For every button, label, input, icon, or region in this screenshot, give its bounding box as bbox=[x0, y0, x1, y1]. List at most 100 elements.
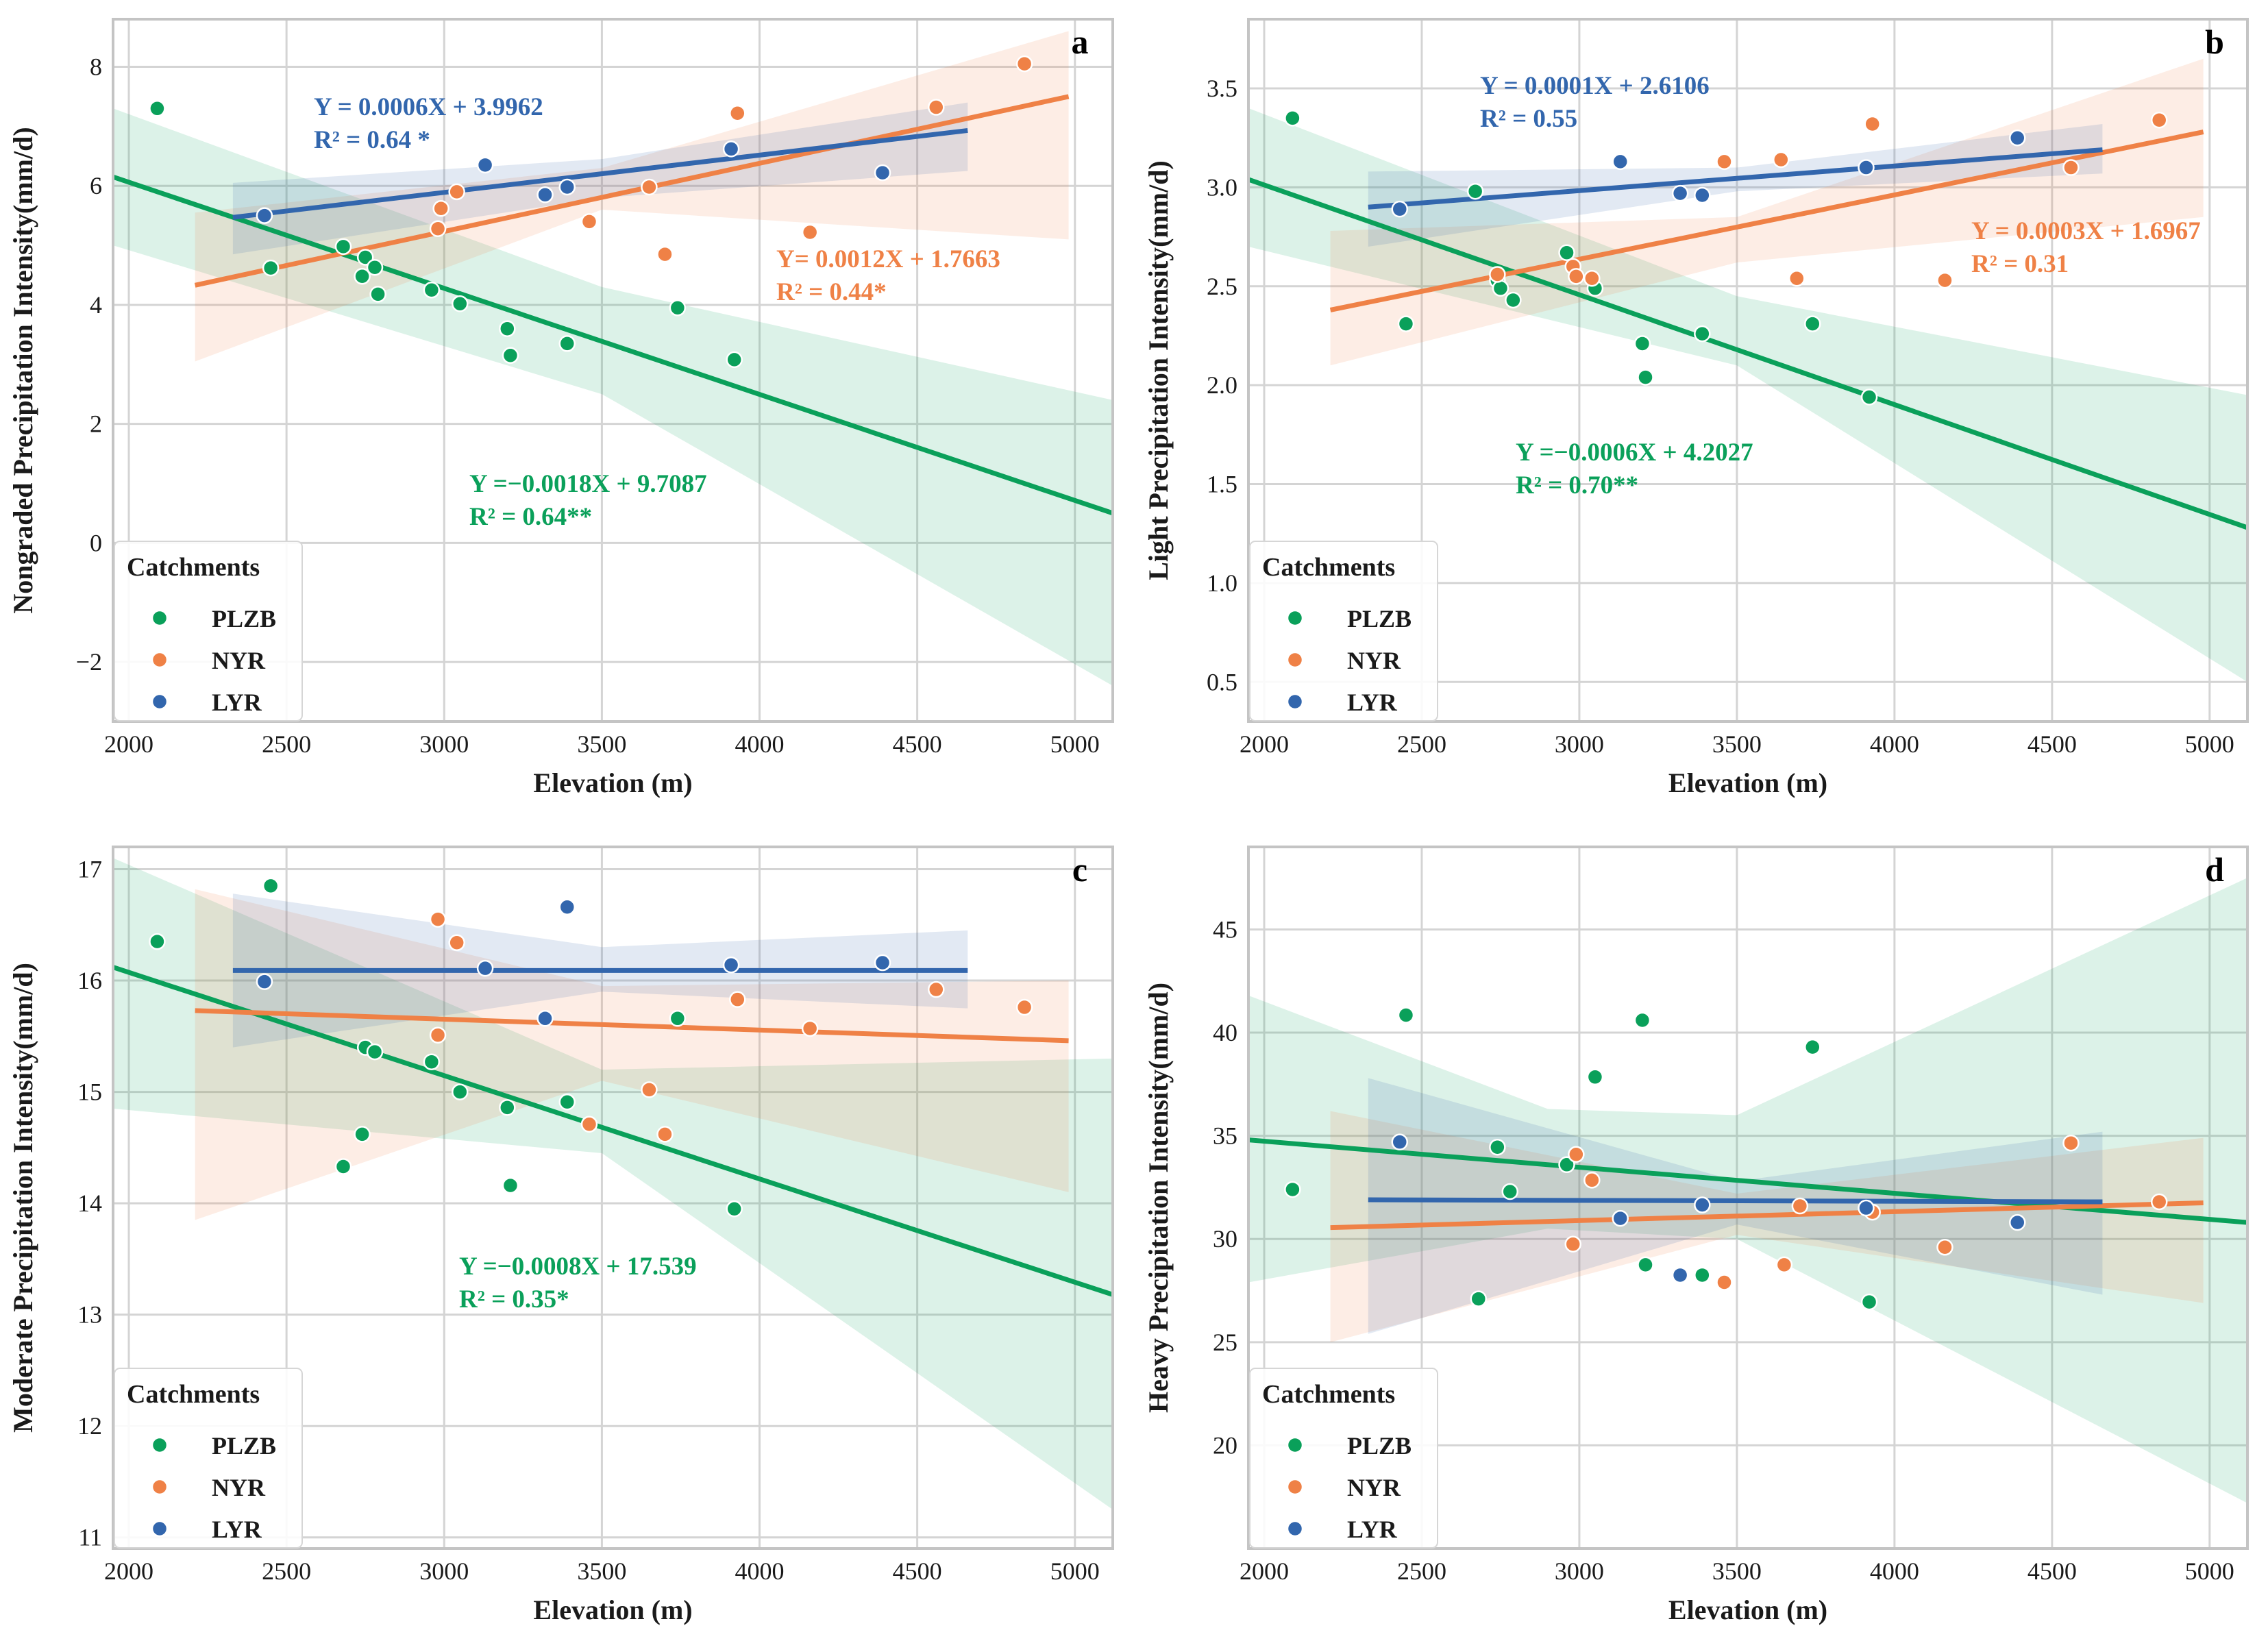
y-tick-label: 2.0 bbox=[1207, 371, 1237, 399]
legend-box bbox=[114, 1368, 303, 1549]
y-axis-label: Nongraded Precipitation Intensity(mm/d) bbox=[8, 127, 38, 613]
data-point-plzb bbox=[1397, 315, 1415, 332]
data-point-nyr bbox=[429, 1026, 447, 1044]
x-tick-label: 3500 bbox=[1712, 730, 1762, 758]
r-squared-plzb: R² = 0.70** bbox=[1516, 471, 1638, 500]
data-point-lyr bbox=[1858, 1199, 1875, 1217]
data-point-lyr bbox=[256, 973, 273, 990]
data-point-nyr bbox=[1773, 151, 1790, 169]
plot-area bbox=[1248, 878, 2247, 1503]
data-point-lyr bbox=[1612, 153, 1629, 171]
data-point-plzb bbox=[502, 1176, 519, 1194]
y-tick-label: 0.5 bbox=[1207, 668, 1237, 695]
x-tick-label: 4000 bbox=[735, 1557, 785, 1585]
y-axis-label: Moderate Precipitation Intensity(mm/d) bbox=[8, 963, 38, 1433]
x-tick-label: 3500 bbox=[577, 730, 626, 758]
legend-marker-plzb bbox=[1286, 1436, 1304, 1454]
axes-frame bbox=[112, 846, 1114, 1550]
data-point-lyr bbox=[537, 186, 554, 204]
r-squared-nyr: R² = 0.44* bbox=[776, 278, 887, 306]
legend-marker-nyr bbox=[1286, 1478, 1304, 1496]
y-tick-label: −2 bbox=[76, 648, 102, 676]
legend-box bbox=[114, 541, 303, 722]
panel-c: 2000 2500 3000 3500 4000 4500 5000 11 12 13 14 15 16… bbox=[8, 846, 1114, 1625]
legend-label-lyr: LYR bbox=[212, 1516, 262, 1543]
x-tick-label: 5000 bbox=[1050, 1557, 1100, 1585]
data-point-lyr bbox=[1391, 1133, 1409, 1150]
legend-label-plzb: PLZB bbox=[212, 605, 276, 632]
data-point-lyr bbox=[476, 156, 494, 174]
x-tick-label: 4000 bbox=[1870, 730, 1919, 758]
data-point-nyr bbox=[641, 178, 658, 196]
data-point-plzb bbox=[452, 295, 469, 312]
legend-title: Catchments bbox=[1262, 553, 1395, 582]
y-tick-label: 16 bbox=[77, 967, 102, 994]
data-point-plzb bbox=[1634, 1011, 1651, 1029]
panel-letter: a bbox=[1072, 23, 1089, 61]
regression-line-lyr bbox=[232, 127, 968, 220]
x-tick-label: 5000 bbox=[2185, 1557, 2234, 1585]
data-point-nyr bbox=[429, 911, 447, 928]
data-point-plzb bbox=[1501, 1183, 1518, 1200]
plot-area bbox=[1248, 58, 2247, 682]
r-squared-plzb: R² = 0.64** bbox=[469, 503, 592, 531]
x-tick-label: 4500 bbox=[893, 1557, 942, 1585]
y-axis-label: Light Precipitation Intensity(mm/d) bbox=[1143, 160, 1174, 580]
data-point-nyr bbox=[1568, 268, 1585, 285]
x-axis-label: Elevation (m) bbox=[533, 767, 692, 798]
y-tick-label: 1.5 bbox=[1207, 471, 1237, 498]
data-point-plzb bbox=[558, 1093, 576, 1111]
data-point-lyr bbox=[476, 959, 494, 977]
data-point-plzb bbox=[1466, 182, 1484, 200]
x-tick-label: 2000 bbox=[104, 1557, 153, 1585]
x-tick-label: 3500 bbox=[577, 1557, 626, 1585]
data-point-plzb bbox=[726, 351, 743, 369]
data-point-nyr bbox=[1015, 55, 1033, 73]
y-tick-label: 4 bbox=[90, 291, 102, 319]
data-point-nyr bbox=[2062, 159, 2080, 176]
data-point-plzb bbox=[354, 1126, 371, 1143]
data-point-nyr bbox=[801, 223, 819, 241]
data-point-plzb bbox=[669, 1010, 687, 1027]
legend-marker-nyr bbox=[151, 651, 169, 669]
data-point-plzb bbox=[452, 1083, 469, 1100]
data-point-nyr bbox=[2150, 1193, 2168, 1211]
data-point-lyr bbox=[874, 164, 891, 182]
data-point-nyr bbox=[928, 99, 945, 116]
legend-title: Catchments bbox=[1262, 1380, 1395, 1409]
regression-line-plzb bbox=[113, 965, 1113, 1297]
data-point-plzb bbox=[334, 238, 352, 256]
legend-marker-plzb bbox=[151, 1436, 169, 1454]
data-point-nyr bbox=[1864, 115, 1881, 133]
data-point-nyr bbox=[429, 220, 447, 238]
data-point-nyr bbox=[448, 183, 465, 201]
y-tick-label: 17 bbox=[77, 856, 102, 883]
y-tick-label: 8 bbox=[90, 53, 102, 80]
data-point-lyr bbox=[256, 207, 273, 224]
x-tick-label: 2000 bbox=[1240, 730, 1289, 758]
r-squared-plzb: R² = 0.35* bbox=[459, 1285, 569, 1314]
data-point-nyr bbox=[1564, 1235, 1581, 1253]
panel-a: 2000 2500 3000 3500 4000 4500 5000 −2 0 2 4 6 8 Eleva… bbox=[8, 18, 1114, 798]
equation-plzb: Y =−0.0008X + 17.539 bbox=[459, 1253, 697, 1281]
legend-label-lyr: LYR bbox=[1347, 689, 1398, 716]
x-tick-label: 2500 bbox=[1397, 1557, 1446, 1585]
data-point-lyr bbox=[722, 140, 740, 158]
data-point-nyr bbox=[928, 981, 945, 998]
x-axis-label: Elevation (m) bbox=[1668, 767, 1827, 798]
legend-marker-nyr bbox=[151, 1478, 169, 1496]
data-point-plzb bbox=[499, 320, 516, 337]
data-point-nyr bbox=[656, 245, 674, 263]
data-point-plzb bbox=[369, 286, 386, 303]
x-tick-label: 2500 bbox=[262, 730, 311, 758]
legend: Catchments PLZB NYR LYR bbox=[1249, 1368, 1438, 1549]
y-tick-label: 2.5 bbox=[1207, 273, 1237, 300]
equation-nyr: Y = 0.0003X + 1.6967 bbox=[1971, 217, 2201, 245]
y-tick-label: 12 bbox=[77, 1412, 102, 1440]
equation-lyr: Y = 0.0006X + 3.9962 bbox=[314, 93, 543, 121]
data-point-nyr bbox=[448, 934, 465, 952]
data-point-nyr bbox=[1936, 271, 1953, 289]
legend-marker-lyr bbox=[151, 693, 169, 711]
panel-letter: d bbox=[2205, 850, 2224, 889]
y-tick-label: 11 bbox=[78, 1524, 102, 1551]
